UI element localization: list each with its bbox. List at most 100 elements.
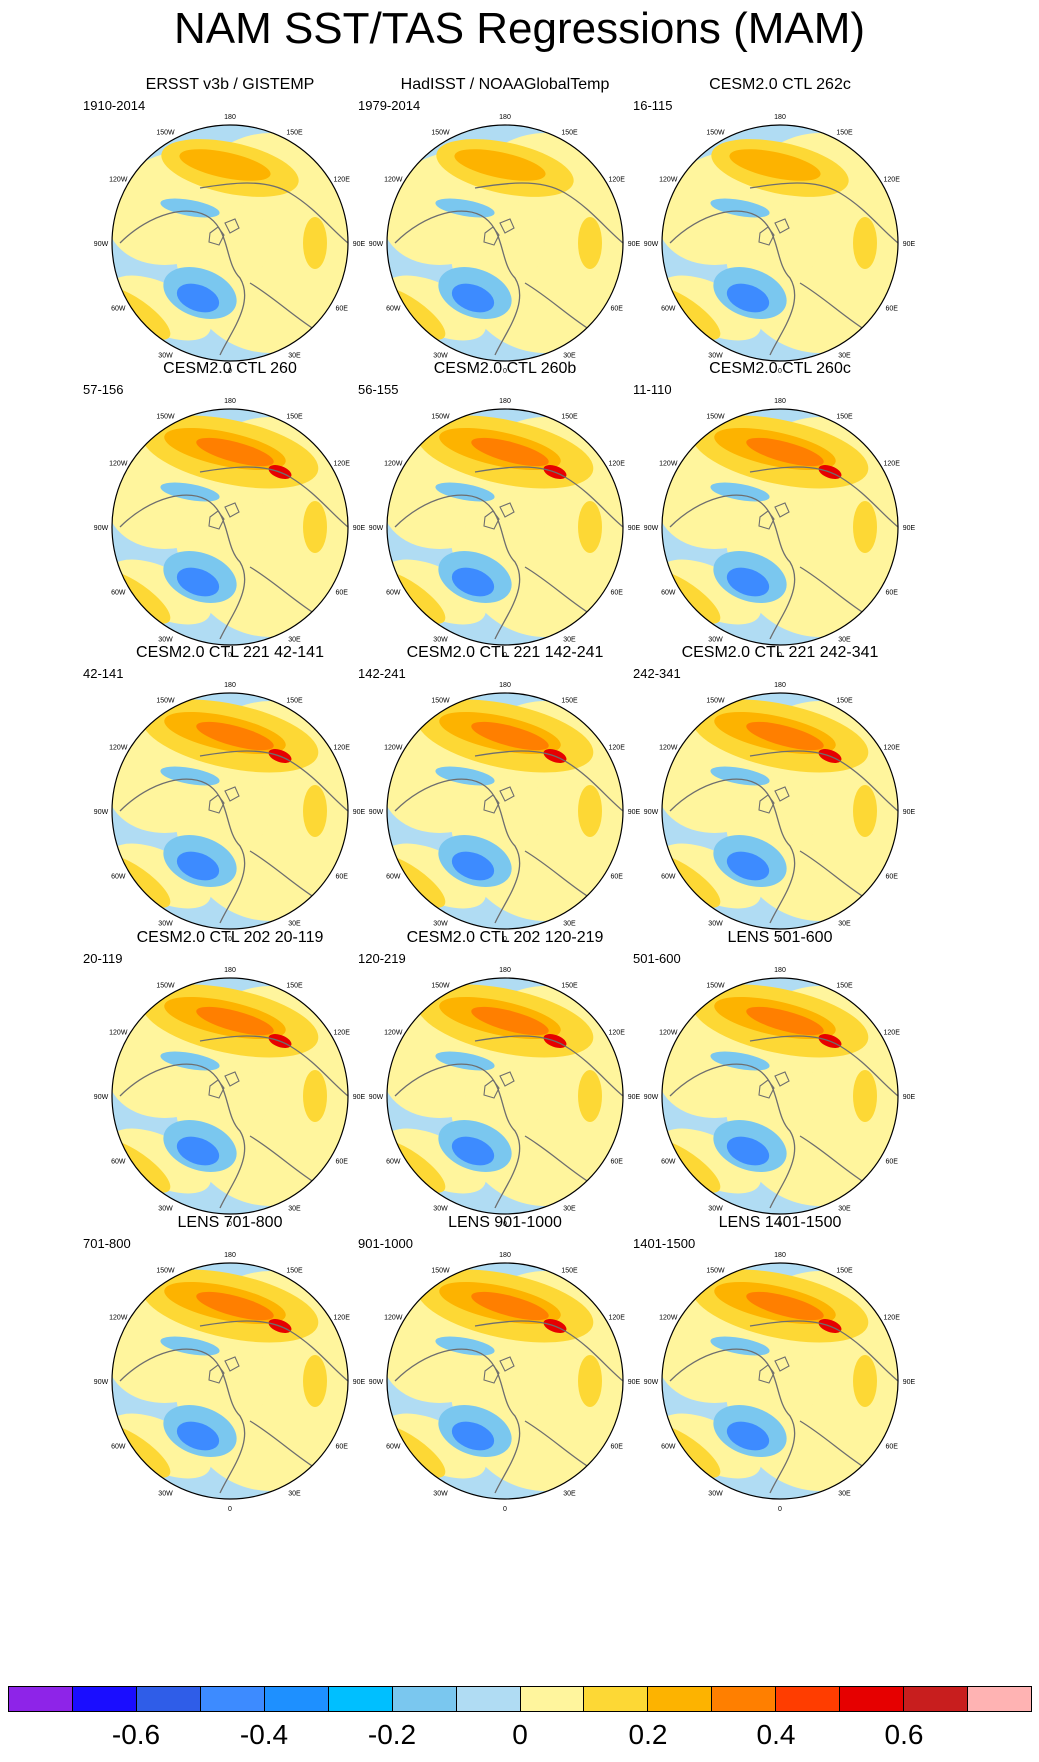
polar-map: 180 150E 120E 90E 60E 30E 0 30W 60W 90W 120W 150W — [94, 398, 366, 659]
panel-period: 56-155 — [358, 382, 399, 397]
arctic-field — [740, 771, 820, 851]
longitude-label: 30E — [838, 1206, 851, 1213]
longitude-label: 0 — [778, 652, 782, 659]
siberia-warm-patch — [853, 1355, 877, 1407]
longitude-label: 60W — [386, 1159, 401, 1166]
atlantic-field — [662, 1413, 761, 1479]
longitude-label: 0 — [228, 652, 232, 659]
colorbar-swatch — [328, 1687, 393, 1711]
longitude-label: 180 — [499, 114, 511, 121]
map-panel: LENS 501-600 501-600 180 150E 120E 90E 60E 30E 0… — [625, 929, 935, 1249]
map-panel: CESM2.0 CTL 221 42-141 42-141 180 150E 120E 9… — [75, 644, 385, 964]
coastline — [199, 1320, 348, 1382]
longitude-label: 0 — [778, 1506, 782, 1513]
colorbar-tick-label: 0 — [512, 1719, 528, 1750]
longitude-label: 90W — [94, 1379, 109, 1386]
pacific-hot-core — [746, 721, 824, 751]
colorbar-swatch — [200, 1687, 265, 1711]
siberia-warm-patch — [303, 501, 327, 553]
panel-period: 20-119 — [83, 951, 123, 966]
map-panel: LENS 1401-1500 1401-1500 180 150E 120E 90E 60E… — [625, 1214, 935, 1534]
longitude-label: 30E — [288, 1206, 301, 1213]
coastline — [394, 210, 521, 356]
longitude-label: 120W — [384, 745, 403, 752]
colorbar-tick-label: 0.6 — [884, 1719, 924, 1750]
atlantic-cold-core — [451, 283, 495, 313]
longitude-label: 30W — [708, 921, 723, 928]
map-border — [661, 692, 899, 930]
map-panel: CESM2.0 CTL 260b 56-155 180 150E 120E 90E 60E 3… — [350, 360, 660, 680]
longitude-label: 180 — [224, 114, 236, 121]
atlantic-field — [387, 1413, 486, 1479]
longitude-label: 180 — [774, 398, 786, 405]
map-border — [111, 124, 349, 362]
longitude-label: 60E — [335, 1159, 348, 1166]
map-panel: CESM2.0 CTL 221 142-241 142-241 180 150E 120… — [350, 644, 660, 964]
polar-map: 180 150E 120E 90E 60E 30E 0 30W 60W 90W 120W 150W — [369, 682, 641, 943]
colorbar-swatch — [776, 1687, 841, 1711]
pacific-warm-core — [454, 149, 546, 181]
coastline — [394, 778, 521, 924]
longitude-label: 60E — [610, 590, 623, 597]
atlantic-cold-core — [451, 567, 495, 597]
panel-period: 501-600 — [633, 951, 681, 966]
longitude-label: 120W — [659, 177, 678, 184]
longitude-label: 60W — [661, 874, 676, 881]
map-panel: CESM2.0 CTL 202 120-219 120-219 180 150E 120… — [350, 929, 660, 1249]
hudson-cool-band — [435, 1051, 495, 1071]
arctic-field — [190, 487, 270, 567]
longitude-label: 90W — [644, 525, 659, 532]
longitude-label: 120W — [384, 1315, 403, 1322]
archipelago-outline — [758, 786, 790, 814]
longitude-label: 30E — [288, 637, 301, 644]
longitude-label: 60E — [885, 1159, 898, 1166]
panel-period: 11-110 — [633, 382, 672, 397]
longitude-label: 90W — [369, 525, 384, 532]
longitude-label: 150E — [561, 697, 578, 704]
pacific-hot-core — [471, 1291, 549, 1321]
longitude-label: 0 — [778, 368, 782, 375]
atlantic-cold-core — [451, 1136, 495, 1166]
arctic-field — [190, 1341, 270, 1421]
longitude-label: 180 — [774, 1252, 786, 1259]
longitude-label: 60E — [610, 306, 623, 313]
longitude-label: 30E — [563, 637, 576, 644]
coastline — [199, 182, 348, 244]
coastline — [474, 1320, 623, 1382]
polar-map: 180 150E 120E 90E 60E 30E 0 30W 60W 90W 120W 150W — [644, 114, 916, 375]
panel-title: LENS 901-1000 — [448, 1214, 562, 1231]
colorbar-tick-label: -0.6 — [111, 1719, 161, 1750]
longitude-label: 180 — [499, 682, 511, 689]
atlantic-cold-core — [176, 1136, 220, 1166]
panel-period: 901-1000 — [358, 1236, 413, 1251]
pacific-warm-core — [729, 149, 821, 181]
longitude-label: 90W — [369, 241, 384, 248]
longitude-label: 90W — [94, 525, 109, 532]
polar-map: 180 150E 120E 90E 60E 30E 0 30W 60W 90W 120W 150W — [369, 114, 641, 375]
longitude-label: 150W — [431, 129, 450, 136]
polar-map: 180 150E 120E 90E 60E 30E 0 30W 60W 90W 120W 150W — [94, 1252, 366, 1513]
longitude-label: 30W — [433, 637, 448, 644]
panel-period: 16-115 — [633, 98, 673, 113]
coastline — [474, 1035, 623, 1097]
coastline — [394, 1348, 521, 1494]
pacific-hot-core — [196, 437, 274, 467]
longitude-label: 60W — [661, 590, 676, 597]
longitude-label: 30W — [708, 1206, 723, 1213]
arctic-field — [190, 203, 270, 283]
coastline — [749, 466, 898, 528]
hudson-cool-band — [435, 482, 495, 502]
longitude-label: 0 — [503, 936, 507, 943]
longitude-label: 120E — [334, 461, 351, 468]
archipelago-outline — [758, 1356, 790, 1384]
coastline — [669, 494, 796, 640]
longitude-label: 120E — [884, 177, 901, 184]
pacific-hot-core — [746, 1006, 824, 1036]
colorbar-swatch — [712, 1687, 777, 1711]
longitude-label: 120E — [334, 1030, 351, 1037]
polar-map: 180 150E 120E 90E 60E 30E 0 30W 60W 90W 120W 150W — [369, 398, 641, 659]
longitude-label: 90W — [369, 1379, 384, 1386]
polar-map: 180 150E 120E 90E 60E 30E 0 30W 60W 90W 120W 150W — [94, 682, 366, 943]
colorbar-swatch — [9, 1687, 73, 1711]
figure-title: NAM SST/TAS Regressions (MAM) — [173, 4, 866, 53]
